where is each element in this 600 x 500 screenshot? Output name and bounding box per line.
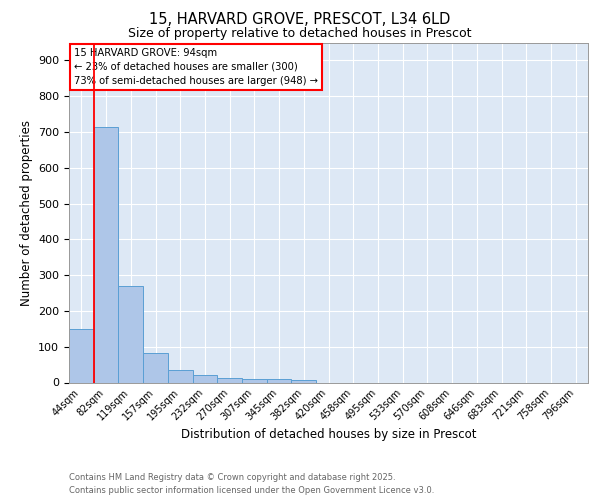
Bar bbox=[193, 376, 217, 382]
Bar bbox=[118, 286, 143, 382]
Text: Contains HM Land Registry data © Crown copyright and database right 2025.: Contains HM Land Registry data © Crown c… bbox=[69, 472, 395, 482]
Bar bbox=[217, 378, 242, 382]
Bar bbox=[69, 329, 94, 382]
Bar bbox=[168, 370, 193, 382]
Text: 15 HARVARD GROVE: 94sqm
← 23% of detached houses are smaller (300)
73% of semi-d: 15 HARVARD GROVE: 94sqm ← 23% of detache… bbox=[74, 48, 318, 86]
Bar bbox=[267, 379, 292, 382]
Bar bbox=[292, 380, 316, 382]
Bar bbox=[94, 126, 118, 382]
X-axis label: Distribution of detached houses by size in Prescot: Distribution of detached houses by size … bbox=[181, 428, 476, 441]
Text: 15, HARVARD GROVE, PRESCOT, L34 6LD: 15, HARVARD GROVE, PRESCOT, L34 6LD bbox=[149, 12, 451, 28]
Text: Size of property relative to detached houses in Prescot: Size of property relative to detached ho… bbox=[128, 28, 472, 40]
Text: Contains public sector information licensed under the Open Government Licence v3: Contains public sector information licen… bbox=[69, 486, 434, 495]
Y-axis label: Number of detached properties: Number of detached properties bbox=[20, 120, 32, 306]
Bar bbox=[143, 353, 168, 382]
Bar bbox=[242, 379, 267, 382]
